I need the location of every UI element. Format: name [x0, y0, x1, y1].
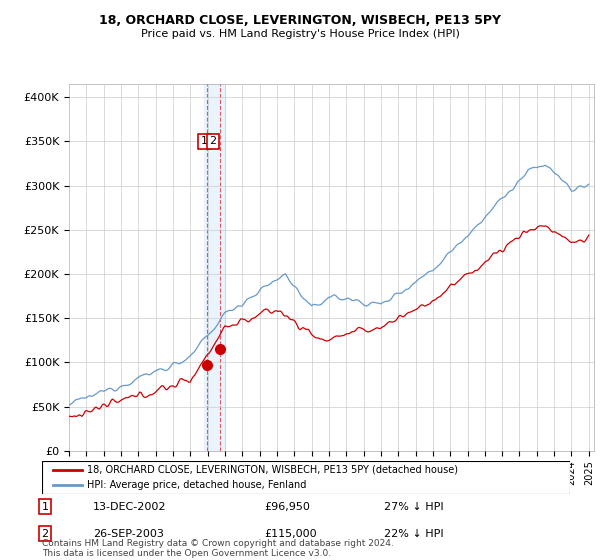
Text: 1: 1: [41, 502, 49, 512]
Text: 13-DEC-2002: 13-DEC-2002: [93, 502, 167, 512]
Bar: [204, 84, 225, 451]
Text: Contains HM Land Registry data © Crown copyright and database right 2024.
This d: Contains HM Land Registry data © Crown c…: [42, 539, 394, 558]
Text: 2: 2: [209, 137, 217, 147]
Text: 2: 2: [41, 529, 49, 539]
Text: £115,000: £115,000: [264, 529, 317, 539]
Text: 22% ↓ HPI: 22% ↓ HPI: [384, 529, 443, 539]
Text: Price paid vs. HM Land Registry's House Price Index (HPI): Price paid vs. HM Land Registry's House …: [140, 29, 460, 39]
Text: 18, ORCHARD CLOSE, LEVERINGTON, WISBECH, PE13 5PY (detached house): 18, ORCHARD CLOSE, LEVERINGTON, WISBECH,…: [87, 465, 458, 475]
Text: 18, ORCHARD CLOSE, LEVERINGTON, WISBECH, PE13 5PY: 18, ORCHARD CLOSE, LEVERINGTON, WISBECH,…: [99, 14, 501, 27]
Text: HPI: Average price, detached house, Fenland: HPI: Average price, detached house, Fenl…: [87, 480, 306, 491]
Text: £96,950: £96,950: [264, 502, 310, 512]
Text: 27% ↓ HPI: 27% ↓ HPI: [384, 502, 443, 512]
Text: 26-SEP-2003: 26-SEP-2003: [93, 529, 164, 539]
Text: 1: 1: [201, 137, 208, 147]
